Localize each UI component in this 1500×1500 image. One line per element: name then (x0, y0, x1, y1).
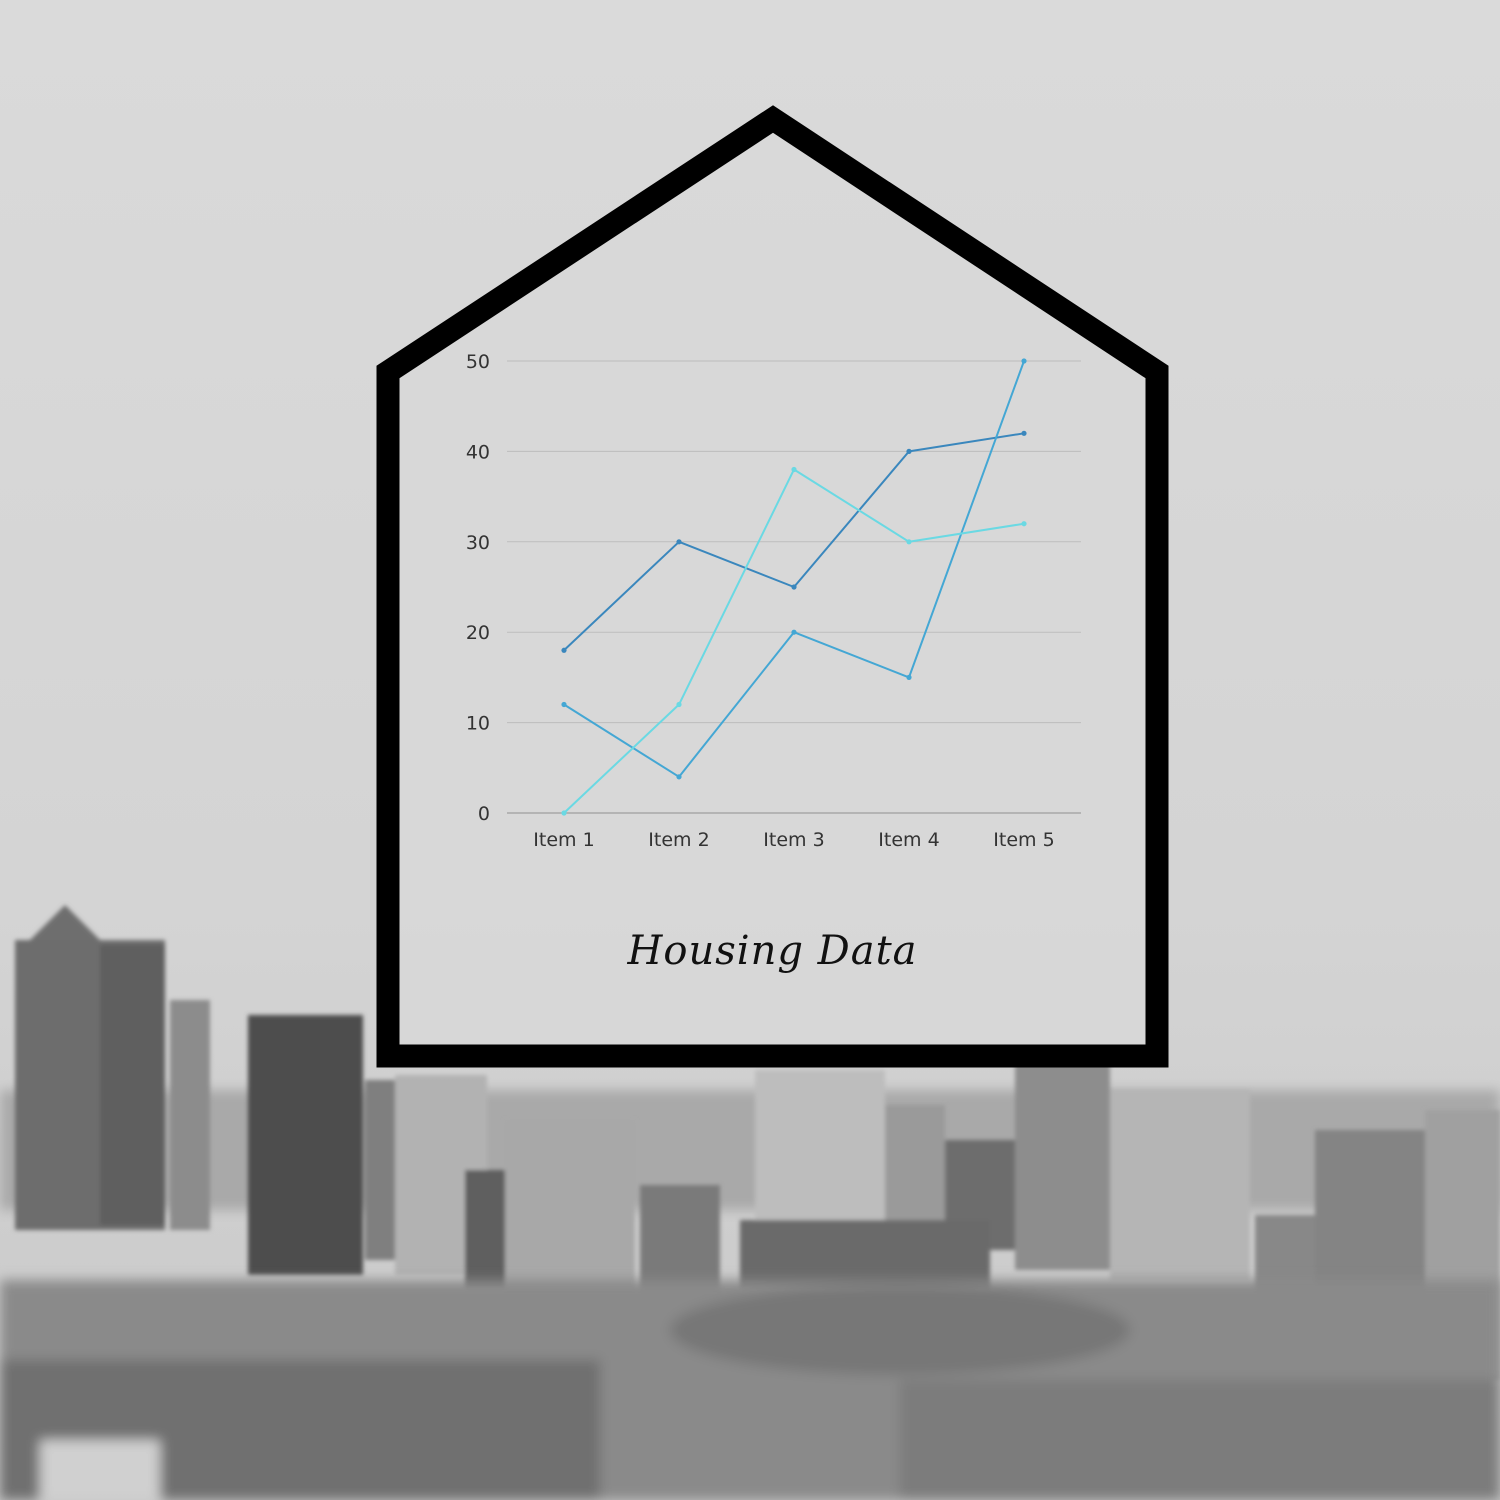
series-3-point (561, 810, 567, 816)
series-1-point (1021, 430, 1027, 436)
series-2-point (906, 674, 912, 681)
series-2-point (561, 701, 567, 708)
y-tick-label: 30 (466, 532, 490, 554)
series-3-point (906, 539, 912, 545)
x-tick-label: Item 1 (533, 829, 594, 851)
x-tick-label: Item 4 (878, 829, 939, 851)
x-tick-label: Item 3 (763, 829, 824, 851)
series-3-point (676, 701, 682, 708)
y-tick-label: 50 (466, 351, 490, 373)
chart-series (561, 358, 1027, 816)
series-2-point (1021, 358, 1027, 364)
y-tick-label: 20 (466, 622, 490, 644)
series-3-point (791, 466, 797, 473)
chart-title: Housing Data (627, 928, 918, 974)
series-1-point (906, 448, 912, 454)
x-tick-label: Item 5 (993, 829, 1054, 851)
house-frame (376, 105, 1169, 1068)
y-tick-label: 0 (478, 803, 490, 825)
x-axis-tick-labels: Item 1 Item 2 Item 3 Item 4 Item 5 (533, 829, 1054, 851)
y-axis-tick-labels: 0 10 20 30 40 50 (466, 351, 490, 825)
series-1-point (561, 647, 567, 653)
series-3-point (1021, 521, 1027, 527)
series-2-point (791, 629, 797, 635)
y-tick-label: 40 (466, 441, 490, 463)
x-tick-label: Item 2 (648, 829, 709, 851)
series-1-point (676, 539, 682, 545)
series-1-point (791, 584, 797, 590)
series-2-point (676, 774, 682, 780)
y-tick-label: 10 (466, 713, 490, 735)
